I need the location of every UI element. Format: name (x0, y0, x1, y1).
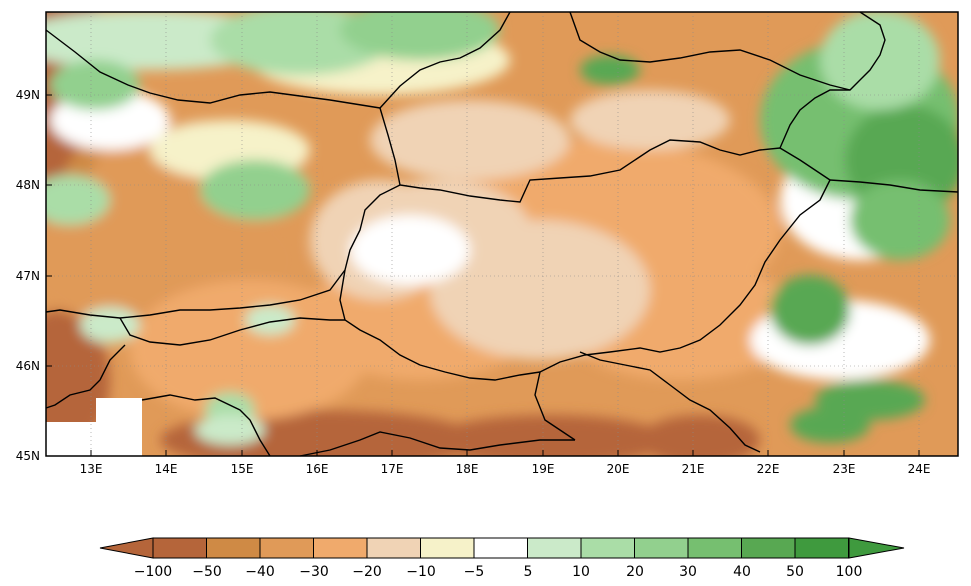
field-region (200, 160, 310, 220)
colorbar-left-arrow (99, 537, 154, 559)
country-borders (45, 11, 959, 457)
field-region (770, 275, 850, 345)
longitude-labels: 13E 14E 15E 16E 17E 18E 19E 20E 21E 22E … (80, 462, 931, 476)
colorbar-label: 20 (626, 564, 644, 580)
lon-label: 17E (381, 462, 404, 476)
colorbar-box (420, 537, 475, 559)
field-region (80, 307, 140, 343)
field-region (340, 12, 500, 60)
colorbar-label: 100 (836, 564, 863, 580)
colorbar-label: 50 (786, 564, 804, 580)
colorbar: −100 −50 −40 −30 −20 −10 −5 5 10 20 30 4… (99, 537, 905, 580)
field-region (245, 305, 295, 335)
colorbar-label: 40 (733, 564, 751, 580)
colorbar-label: −30 (299, 564, 329, 580)
lon-label: 18E (456, 462, 479, 476)
colorbar-label: −100 (134, 564, 172, 580)
field-region (46, 310, 110, 450)
colorbar-right-arrow (848, 537, 905, 559)
lat-label: 49N (16, 88, 40, 102)
field-region (370, 100, 570, 180)
field-region (195, 415, 265, 445)
field-region (430, 415, 670, 456)
lat-label: 45N (16, 449, 40, 463)
field-region (50, 60, 140, 110)
lat-label: 46N (16, 359, 40, 373)
field-region (350, 215, 470, 285)
colorbar-box (794, 537, 849, 559)
field-region (46, 175, 110, 225)
colorbar-box (313, 537, 368, 559)
colorbar-label: 5 (524, 564, 533, 580)
colorbar-box (473, 537, 528, 559)
field-region (580, 55, 640, 85)
lon-label: 16E (306, 462, 329, 476)
lon-label: 20E (607, 462, 630, 476)
colorbar-box (634, 537, 689, 559)
lon-label: 19E (532, 462, 555, 476)
field-region (430, 220, 650, 360)
field-region (820, 12, 940, 110)
lat-label: 48N (16, 178, 40, 192)
colorbar-label: −20 (352, 564, 382, 580)
colorbar-label: −5 (464, 564, 485, 580)
colorbar-label: −10 (406, 564, 436, 580)
axis-ticks (46, 94, 920, 457)
colorbar-box (527, 537, 582, 559)
latitude-labels: 45N 46N 47N 48N 49N (16, 88, 40, 463)
field-region (570, 90, 730, 150)
colorbar-box (687, 537, 742, 559)
colorbar-box (259, 537, 314, 559)
colorbar-box (741, 537, 796, 559)
colorbar-box (206, 537, 261, 559)
field-region (850, 180, 950, 260)
lon-label: 23E (833, 462, 856, 476)
colorbar-box (152, 537, 207, 559)
lon-label: 22E (757, 462, 780, 476)
colorbar-label: 10 (572, 564, 590, 580)
lon-label: 13E (80, 462, 103, 476)
colorbar-box (580, 537, 635, 559)
map-frame (45, 11, 959, 457)
colorbar-label: −50 (192, 564, 222, 580)
precipitation-anomaly-field (46, 12, 958, 456)
colorbar-label: −40 (245, 564, 275, 580)
colorbar-box (366, 537, 421, 559)
lon-label: 14E (155, 462, 178, 476)
field-region (790, 407, 870, 443)
lon-label: 24E (908, 462, 931, 476)
colorbar-label: 30 (679, 564, 697, 580)
lon-label: 15E (231, 462, 254, 476)
field-region (640, 415, 760, 456)
lat-label: 47N (16, 269, 40, 283)
lon-label: 21E (682, 462, 705, 476)
